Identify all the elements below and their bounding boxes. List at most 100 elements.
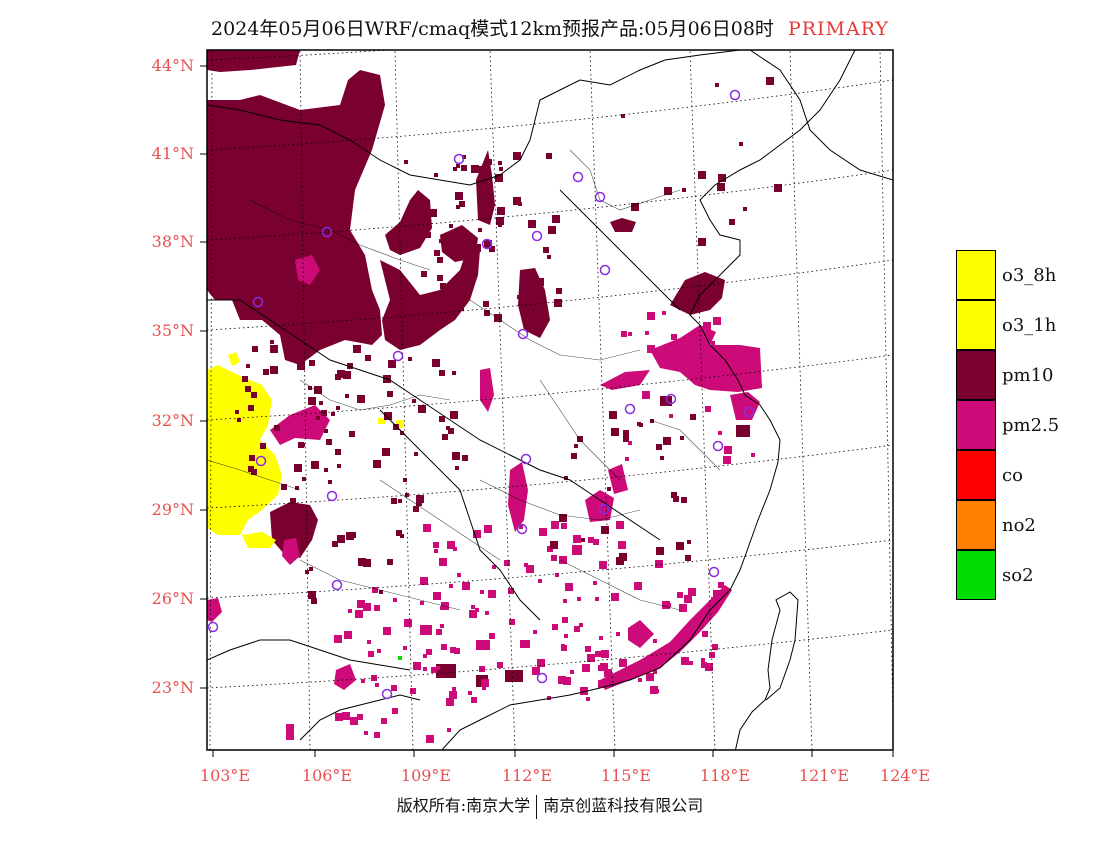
pollution-cell: [408, 357, 412, 361]
lon-label: 112°E: [501, 766, 553, 785]
pollution-cell: [625, 457, 629, 461]
pollution-cell: [647, 345, 655, 353]
lon-label: 106°E: [301, 766, 353, 785]
pollution-cell: [484, 310, 490, 316]
pollution-cell: [420, 205, 424, 209]
lon-label: 103°E: [199, 766, 251, 785]
o3-regions: [207, 352, 404, 548]
pollution-cell: [604, 669, 612, 677]
pollution-cell: [488, 590, 496, 598]
pollution-cell: [361, 679, 365, 683]
pollution-cell: [441, 644, 447, 650]
pollution-cell: [270, 345, 278, 353]
pollution-cell: [457, 573, 461, 577]
pollution-cell: [308, 591, 314, 597]
pollution-cell: [741, 369, 745, 373]
pollution-cell: [623, 430, 629, 436]
pollution-cell: [519, 525, 523, 529]
pollution-cell: [494, 314, 502, 322]
pollution-cell: [476, 640, 484, 648]
legend-label-o3-8h: o3_8h: [1002, 265, 1057, 286]
pollution-cell: [628, 332, 632, 336]
lon-label: 121°E: [798, 766, 850, 785]
legend-swatch-pm25: [956, 400, 996, 450]
pollution-cell: [388, 360, 396, 368]
station-marker: [712, 440, 724, 452]
pollution-cell: [357, 714, 363, 720]
pollution-cell: [656, 547, 664, 555]
pollution-cell: [237, 418, 241, 422]
legend-label-pm25: pm2.5: [1002, 415, 1060, 436]
pollution-cell: [671, 492, 677, 498]
title-text: 2024年05月06日WRF/cmaq模式12km预报产品:05月06日08时: [211, 18, 774, 40]
pollution-cell: [498, 223, 502, 227]
pollution-cell: [577, 436, 583, 442]
pollution-cell: [363, 559, 371, 567]
pollution-cell: [646, 673, 654, 681]
pollution-cell: [558, 676, 566, 684]
pollution-cell: [631, 203, 639, 211]
pollution-cell: [434, 250, 440, 256]
pollution-cell: [450, 647, 456, 653]
pollution-cell: [316, 416, 320, 420]
pollution-cell: [624, 377, 632, 385]
pollution-cell: [473, 244, 481, 252]
pollution-cell: [533, 630, 537, 634]
pollution-cell: [598, 665, 604, 671]
pollution-cell: [436, 666, 440, 670]
pollution-cell: [485, 611, 489, 615]
pollution-cell: [293, 343, 301, 351]
station-marker: [516, 523, 528, 535]
pollution-cell: [396, 530, 402, 536]
pollution-cell: [526, 565, 534, 573]
pollution-cell: [593, 581, 597, 585]
pollution-cell: [429, 209, 437, 217]
pollution-cell: [717, 183, 725, 191]
pollution-cell: [536, 278, 544, 286]
pollution-cell: [499, 167, 503, 171]
pollution-cell: [577, 597, 581, 601]
graticule: [207, 50, 893, 750]
pollution-cell: [561, 523, 567, 529]
axis-ticks: [200, 65, 894, 757]
pollution-cell: [479, 666, 485, 672]
pollution-cell: [647, 312, 655, 320]
pollution-cell: [582, 664, 590, 672]
pollution-cell: [496, 217, 504, 225]
pollution-cell: [619, 659, 627, 667]
pollution-cell: [410, 688, 416, 694]
pollution-cell: [619, 553, 627, 561]
pollution-cell: [484, 525, 492, 533]
pollution-cell: [249, 455, 255, 461]
pollution-cell: [481, 679, 489, 687]
pollution-cell: [439, 239, 443, 243]
pollution-cell: [618, 541, 626, 549]
pollution-cell: [677, 592, 683, 598]
station-marker: [517, 328, 529, 340]
pollution-cell: [774, 184, 782, 192]
pollution-cell: [363, 603, 371, 611]
pollution-cell: [739, 142, 743, 146]
pollution-cell: [662, 311, 666, 315]
pollution-cell: [681, 657, 689, 665]
legend-label-so2: so2: [1002, 565, 1034, 586]
pollution-cell: [573, 535, 581, 543]
pollution-cell: [434, 549, 438, 553]
pollution-cell: [621, 114, 625, 118]
pollution-cell: [235, 410, 239, 414]
legend-swatch-co: [956, 450, 996, 500]
legend-swatch-o3-8h: [956, 250, 996, 300]
pollution-cell: [423, 524, 431, 532]
pollution-cell: [564, 634, 568, 638]
pollution-cell: [611, 428, 619, 436]
pollution-cell: [450, 289, 456, 295]
pollution-cell: [308, 397, 316, 405]
pollution-cell: [555, 573, 559, 577]
pollution-cell: [751, 453, 755, 457]
pollution-cell: [601, 650, 609, 658]
pollution-cell: [684, 595, 692, 603]
pollution-cell: [441, 234, 445, 238]
pollution-cell: [311, 598, 317, 604]
pollution-cell: [439, 416, 445, 422]
station-marker: [599, 264, 611, 276]
